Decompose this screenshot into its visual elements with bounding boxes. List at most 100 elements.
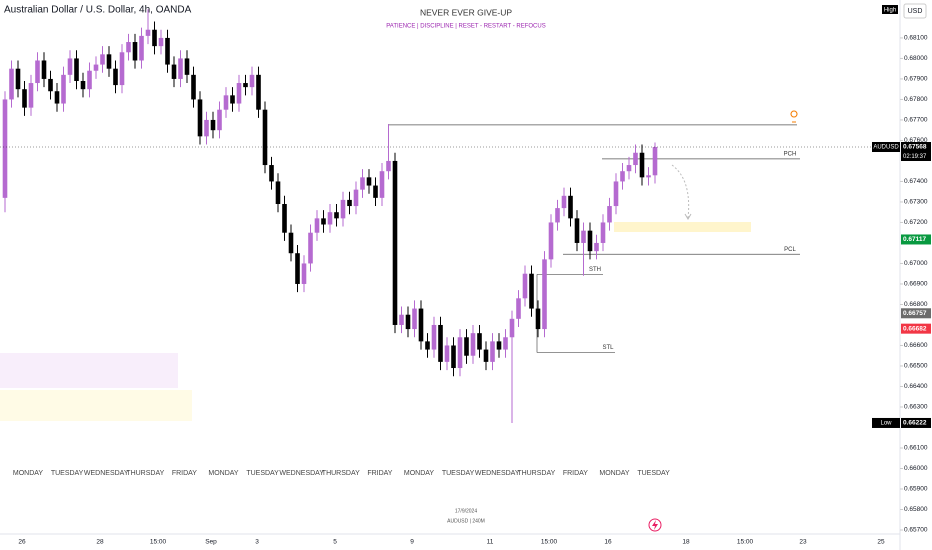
candle-body xyxy=(633,152,638,166)
candle-body xyxy=(438,324,443,362)
x-tick-label: 15:00 xyxy=(737,539,754,546)
name-tag-label: Low xyxy=(880,421,892,427)
zone xyxy=(614,222,751,232)
candle-body xyxy=(87,70,92,90)
candle-body xyxy=(158,37,164,47)
candle-body xyxy=(477,333,482,350)
footer-date: 17/9/2024 xyxy=(455,508,477,514)
candle-body xyxy=(542,259,547,330)
y-tick-label: 0.66100 xyxy=(904,445,928,452)
y-tick-label: 0.67000 xyxy=(904,260,928,267)
alert-icon xyxy=(790,110,798,123)
x-tick-label: 28 xyxy=(96,539,104,546)
weekday-label: MONDAY xyxy=(404,470,435,477)
level-label: STL xyxy=(602,345,614,351)
weekday-label: WEDNESDAY xyxy=(475,470,520,477)
candle-body xyxy=(243,83,248,88)
candle-body xyxy=(288,232,294,254)
candle-body xyxy=(61,74,66,104)
currency[interactable]: USD xyxy=(908,8,923,15)
candle-body xyxy=(496,341,502,350)
candle-body xyxy=(152,29,157,47)
candle-body xyxy=(405,314,411,330)
candle-body xyxy=(275,181,281,205)
y-tick-label: 0.66900 xyxy=(904,281,928,288)
chart-title: Australian Dollar / U.S. Dollar, 4h, OAN… xyxy=(4,5,192,16)
candle-body xyxy=(535,308,541,330)
candle-body xyxy=(15,68,21,90)
arrow xyxy=(671,164,690,219)
candle-body xyxy=(249,74,255,88)
candle-body xyxy=(451,345,456,369)
candle-body xyxy=(113,68,118,86)
y-tick-label: 0.67300 xyxy=(904,199,928,206)
x-tick-label: 18 xyxy=(682,539,690,546)
candle-body xyxy=(256,74,261,110)
candle-body xyxy=(386,160,391,172)
candle-body xyxy=(639,152,645,178)
level-label: PCL xyxy=(784,247,796,253)
price-tag-label: 0.67568 xyxy=(903,144,927,151)
y-tick-label: 0.65900 xyxy=(904,486,928,493)
candle-body xyxy=(334,212,339,219)
candle-body xyxy=(126,42,131,53)
price-tag xyxy=(901,142,931,153)
candle-body xyxy=(210,119,216,131)
candle-body xyxy=(54,91,60,104)
arrow-head xyxy=(684,213,692,220)
candle-body xyxy=(412,308,417,330)
y-tick-label: 0.67800 xyxy=(904,96,928,103)
x-tick-label: 5 xyxy=(333,539,337,546)
candle-body xyxy=(74,58,79,81)
candle-body xyxy=(490,341,495,362)
candle-body xyxy=(353,189,359,207)
weekday-label: TUESDAY xyxy=(51,470,84,477)
candle-body xyxy=(464,337,469,356)
candle-body xyxy=(35,60,40,84)
y-tick-label: 0.66400 xyxy=(904,383,928,390)
candle-body xyxy=(529,273,534,309)
weekday-label: WEDNESDAY xyxy=(84,470,129,477)
candle-body xyxy=(308,232,313,264)
candle-body xyxy=(48,78,53,92)
price-tag-label: 0.66682 xyxy=(903,325,927,332)
x-tick-label: 16 xyxy=(604,539,612,546)
weekday-label: MONDAY xyxy=(13,470,44,477)
candle-body xyxy=(470,333,476,356)
candle-body xyxy=(626,165,632,172)
y-tick-label: 0.68000 xyxy=(904,55,928,62)
candle-body xyxy=(139,35,144,61)
y-tick-label: 0.68100 xyxy=(904,35,928,42)
candle-body xyxy=(457,337,463,369)
weekday-label: THURSDAY xyxy=(517,470,555,477)
x-tick-label: 9 xyxy=(410,539,414,546)
candle-body xyxy=(568,195,573,219)
candle-body xyxy=(217,109,222,131)
candle-body xyxy=(600,222,606,243)
candle-body xyxy=(106,54,112,69)
price-tag-label: 0.66757 xyxy=(903,310,927,317)
candle-body xyxy=(360,177,365,190)
candle-body xyxy=(2,99,8,198)
price-tag xyxy=(901,323,931,334)
candle-body xyxy=(171,64,177,79)
candle-body xyxy=(373,185,378,198)
icon[interactable] xyxy=(648,518,662,532)
y-tick-label: 0.67400 xyxy=(904,178,928,185)
candle-body xyxy=(587,230,593,252)
candle-body xyxy=(503,337,508,350)
candle-body xyxy=(184,58,190,75)
candle-body xyxy=(80,80,86,90)
candle-body xyxy=(366,177,372,186)
zone xyxy=(0,353,178,388)
y-tick-label: 0.67200 xyxy=(904,219,928,226)
candle-body xyxy=(204,119,209,137)
weekday-label: FRIDAY xyxy=(172,470,197,477)
x-tick-label: 15:00 xyxy=(150,539,167,546)
candle-body xyxy=(178,58,183,79)
candle-body xyxy=(93,64,99,71)
candle-body xyxy=(132,42,138,61)
y-tick-label: 0.66000 xyxy=(904,465,928,472)
currency-box[interactable] xyxy=(903,3,927,19)
icon[interactable] xyxy=(652,520,658,530)
